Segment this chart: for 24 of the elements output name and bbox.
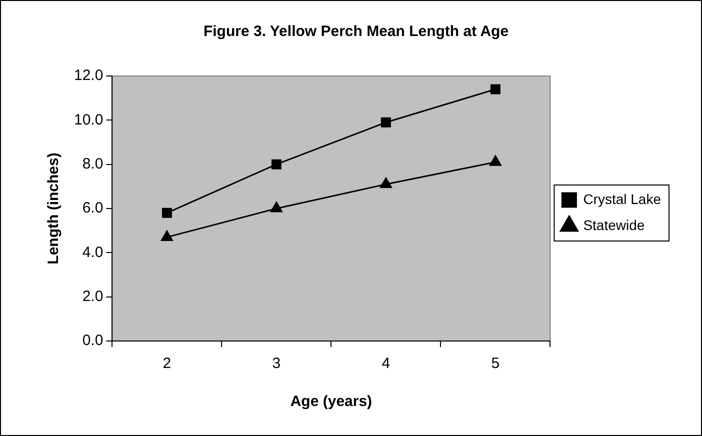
chart-title: Figure 3. Yellow Perch Mean Length at Age	[203, 23, 509, 40]
point	[490, 84, 500, 94]
y-tick-label: 0.0	[82, 332, 104, 350]
point	[380, 177, 392, 188]
y-tick-label: 2.0	[82, 288, 104, 305]
legend-label: Crystal Lake	[583, 190, 662, 207]
x-tick-label: 2	[162, 355, 172, 372]
x-tick-label: 4	[382, 355, 390, 372]
x-tick-label: 5	[491, 355, 500, 372]
point	[270, 202, 282, 212]
y-axis-title: Length (inches)	[45, 152, 62, 264]
y-tick-label: 8.0	[82, 155, 104, 172]
x-axis-title: Age (years)	[290, 393, 372, 410]
point	[271, 159, 282, 170]
y-tick-label: 10.0	[74, 111, 104, 128]
x-tick-label: 3	[272, 355, 281, 372]
point	[162, 208, 172, 218]
y-tick-label: 6.0	[82, 200, 104, 217]
point	[380, 117, 391, 128]
y-tick-label: 12.0	[74, 67, 104, 84]
point	[490, 155, 502, 166]
legend-label: Statewide	[583, 216, 645, 233]
point	[161, 230, 173, 241]
y-tick-label: 4.0	[82, 244, 104, 261]
